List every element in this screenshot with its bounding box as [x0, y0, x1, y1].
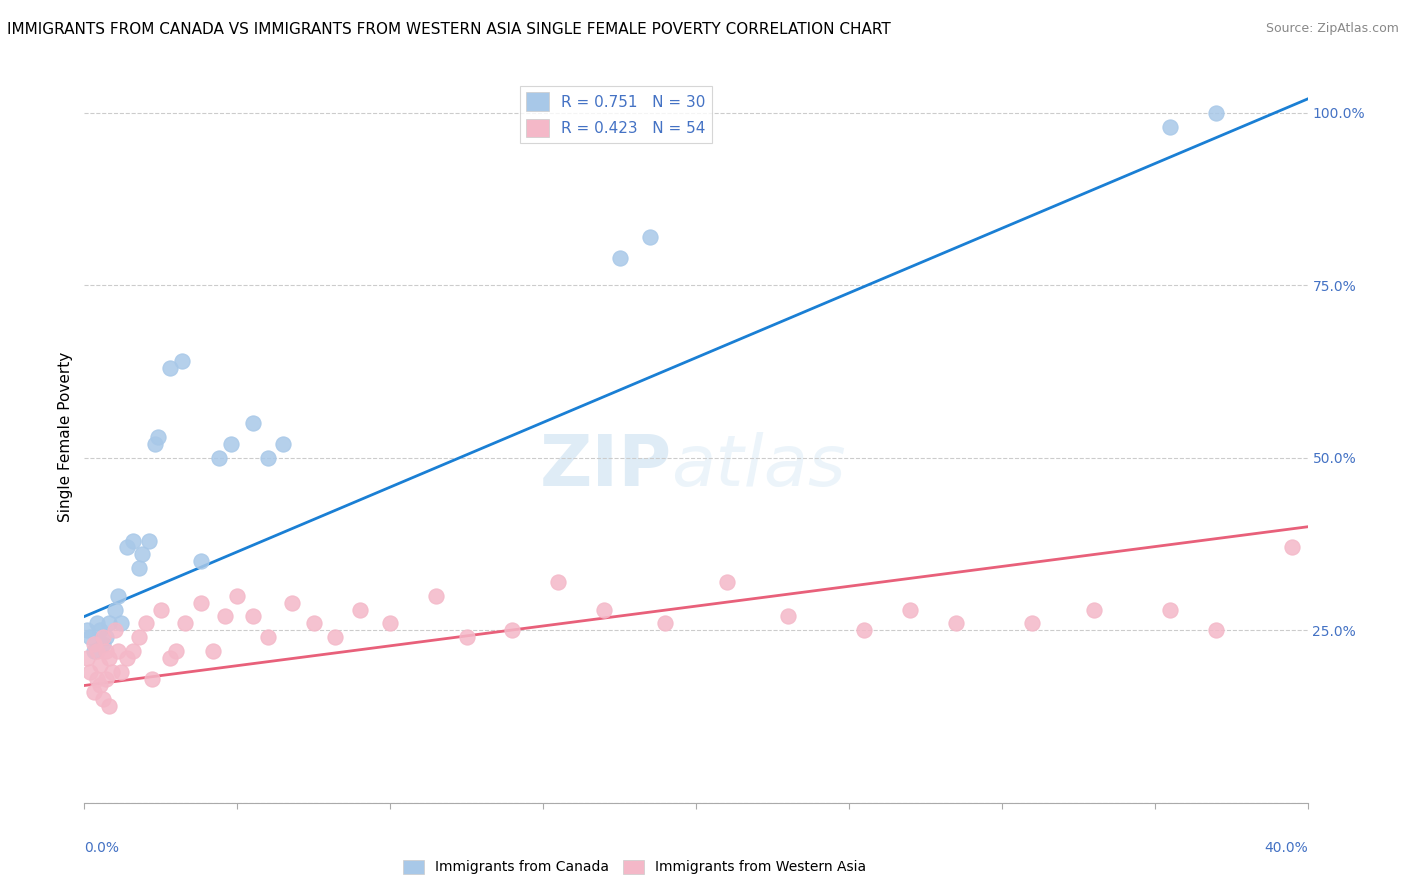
Point: [89, 657, 111, 672]
Point: [86, 616, 108, 631]
Point: [456, 630, 478, 644]
Point: [281, 596, 304, 610]
Point: [349, 602, 371, 616]
Point: [1083, 602, 1105, 616]
Point: [898, 602, 921, 616]
Point: [716, 574, 738, 589]
Point: [174, 616, 197, 631]
Point: [146, 430, 169, 444]
Text: 0.0%: 0.0%: [84, 841, 120, 855]
Point: [1159, 602, 1181, 616]
Point: [94, 672, 117, 686]
Point: [91, 637, 114, 651]
Point: [76, 624, 98, 638]
Point: [141, 672, 163, 686]
Point: [86, 672, 108, 686]
Point: [76, 651, 98, 665]
Point: [1021, 616, 1043, 631]
Point: [214, 609, 236, 624]
Point: [89, 678, 111, 692]
Point: [107, 589, 129, 603]
Point: [257, 450, 280, 465]
Point: [654, 616, 676, 631]
Point: [101, 665, 124, 679]
Point: [115, 541, 138, 555]
Point: [107, 644, 129, 658]
Point: [271, 437, 294, 451]
Point: [122, 533, 145, 548]
Point: [638, 230, 661, 244]
Point: [190, 596, 212, 610]
Point: [159, 651, 181, 665]
Text: ZIP: ZIP: [540, 432, 672, 500]
Point: [89, 624, 111, 638]
Y-axis label: Single Female Poverty: Single Female Poverty: [58, 352, 73, 522]
Point: [83, 637, 105, 651]
Point: [257, 630, 280, 644]
Point: [138, 533, 160, 548]
Point: [115, 651, 138, 665]
Point: [94, 630, 117, 644]
Point: [593, 602, 616, 616]
Point: [97, 616, 120, 631]
Point: [110, 665, 132, 679]
Point: [91, 630, 114, 644]
Point: [104, 602, 127, 616]
Point: [547, 574, 569, 589]
Point: [97, 699, 120, 714]
Point: [159, 361, 181, 376]
Legend: R = 0.751   N = 30, R = 0.423   N = 54: R = 0.751 N = 30, R = 0.423 N = 54: [520, 87, 711, 144]
Point: [104, 624, 127, 638]
Point: [149, 602, 172, 616]
Point: [242, 417, 264, 431]
Point: [208, 450, 231, 465]
Point: [172, 354, 194, 368]
Point: [945, 616, 967, 631]
Point: [776, 609, 799, 624]
Point: [79, 630, 101, 644]
Point: [502, 624, 524, 638]
Point: [91, 692, 114, 706]
Text: IMMIGRANTS FROM CANADA VS IMMIGRANTS FROM WESTERN ASIA SINGLE FEMALE POVERTY COR: IMMIGRANTS FROM CANADA VS IMMIGRANTS FRO…: [7, 22, 891, 37]
Point: [1159, 120, 1181, 134]
Point: [190, 554, 212, 568]
Point: [226, 589, 249, 603]
Point: [94, 644, 117, 658]
Point: [302, 616, 325, 631]
Point: [425, 589, 447, 603]
Point: [128, 630, 150, 644]
Text: Source: ZipAtlas.com: Source: ZipAtlas.com: [1265, 22, 1399, 36]
Point: [131, 548, 153, 562]
Point: [83, 644, 105, 658]
Point: [609, 251, 631, 265]
Point: [128, 561, 150, 575]
Point: [1205, 624, 1227, 638]
Point: [86, 644, 108, 658]
Text: 40.0%: 40.0%: [1264, 841, 1308, 855]
Point: [1281, 541, 1303, 555]
Point: [135, 616, 157, 631]
Point: [110, 616, 132, 631]
Point: [853, 624, 876, 638]
Point: [219, 437, 242, 451]
Point: [201, 644, 224, 658]
Point: [83, 685, 105, 699]
Point: [122, 644, 145, 658]
Point: [143, 437, 166, 451]
Point: [97, 651, 120, 665]
Text: atlas: atlas: [672, 432, 846, 500]
Point: [323, 630, 346, 644]
Point: [242, 609, 264, 624]
Point: [380, 616, 402, 631]
Point: [1205, 105, 1227, 120]
Point: [79, 665, 101, 679]
Point: [165, 644, 187, 658]
